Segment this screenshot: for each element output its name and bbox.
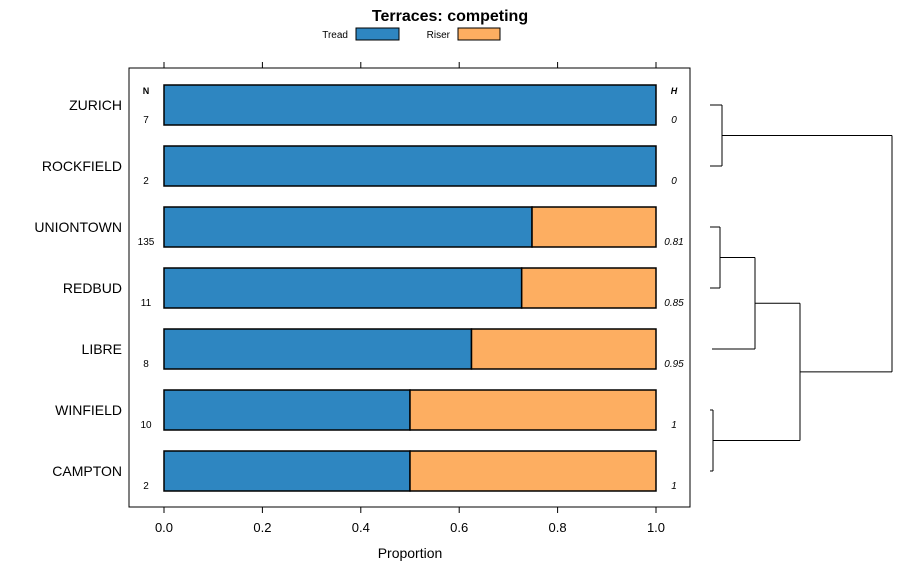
legend-label-tread: Tread [322,30,348,41]
category-label: WINFIELD [55,402,122,418]
x-tick-label: 0.8 [549,520,567,535]
bar-segment-tread [163,206,533,248]
n-value: 2 [143,481,149,492]
n-value: 135 [138,237,155,248]
h-value: 1 [671,420,677,431]
legend: Tread Riser [322,27,501,41]
bar-segment-riser [531,206,657,248]
plot-frame [128,67,691,508]
bar-segment-tread [163,328,473,370]
n-value: 7 [143,115,149,126]
category-label: LIBRE [82,341,122,357]
h-value: 0.81 [664,237,683,248]
legend-swatch-tread [355,27,400,41]
bar-segment-tread [163,267,523,309]
legend-label-riser: Riser [427,30,451,41]
n-column-header: N [143,86,150,96]
category-label: UNIONTOWN [34,219,122,235]
x-tick-label: 0.6 [450,520,468,535]
bar-segment-riser [409,450,657,492]
bar-segment-riser [470,328,657,370]
h-column-header: H [671,86,678,96]
bar-segment-riser [520,267,657,309]
n-value: 8 [143,359,149,370]
category-label: REDBUD [63,280,122,296]
bar-segment-tread [163,389,411,431]
h-value: 0.85 [664,298,684,309]
n-value: 10 [140,420,152,431]
bar-segment-riser [409,389,657,431]
h-value: 0.95 [664,359,684,370]
bar-segment-tread [163,450,411,492]
x-axis: 0.0 0.2 0.4 0.6 0.8 1.0 [155,62,665,535]
chart-title: Terraces: competing [372,8,528,25]
n-value: 2 [143,176,149,187]
legend-swatch-riser [457,27,501,41]
category-label: CAMPTON [52,463,122,479]
x-axis-label: Proportion [378,545,443,561]
x-tick-label: 0.0 [155,520,173,535]
dendrogram [710,104,893,472]
bar-segment-tread [163,145,657,187]
h-value: 1 [671,481,677,492]
category-label: ZURICH [69,97,122,113]
n-value: 11 [141,298,152,309]
bar-segment-tread [163,84,657,126]
x-tick-label: 1.0 [647,520,665,535]
h-value: 0 [671,115,677,126]
x-tick-label: 0.2 [253,520,271,535]
x-tick-label: 0.4 [352,520,370,535]
h-value: 0 [671,176,677,187]
bars: ZURICH 7 0 ROCKFIELD 2 0 UNIONTOWN 135 0.81 REDBU… [34,84,684,492]
category-label: ROCKFIELD [42,158,122,174]
